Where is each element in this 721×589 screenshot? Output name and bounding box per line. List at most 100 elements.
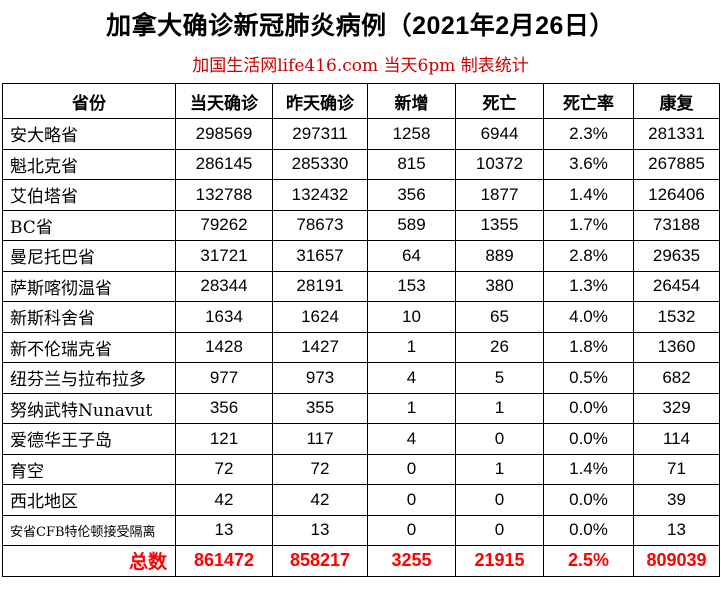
province-name: 曼尼托巴省 xyxy=(2,240,176,272)
value-cell: 298569 xyxy=(175,118,273,150)
value-cell: 21915 xyxy=(455,545,544,577)
table-row: 安大略省 298569 297311 1258 6944 2.3% 281331 xyxy=(2,118,720,150)
value-cell: 809039 xyxy=(633,545,720,577)
value-cell: 28344 xyxy=(175,270,273,302)
value-cell: 589 xyxy=(367,209,456,241)
value-cell: 355 xyxy=(272,392,368,424)
value-cell: 72 xyxy=(272,453,368,485)
column-header-1: 当天确诊 xyxy=(175,83,273,119)
value-cell: 1360 xyxy=(633,331,720,363)
value-cell: 815 xyxy=(367,148,456,180)
value-cell: 0 xyxy=(455,484,544,516)
table-row: 爱德华王子岛 121 117 4 0 0.0% 114 xyxy=(2,423,720,455)
value-cell: 26454 xyxy=(633,270,720,302)
value-cell: 4 xyxy=(367,423,456,455)
province-name: 育空 xyxy=(2,453,176,485)
value-cell: 1258 xyxy=(367,118,456,150)
value-cell: 1 xyxy=(367,331,456,363)
column-header-4: 死亡 xyxy=(455,83,544,119)
value-cell: 64 xyxy=(367,240,456,272)
value-cell: 65 xyxy=(455,301,544,333)
value-cell: 1428 xyxy=(175,331,273,363)
value-cell: 1 xyxy=(455,392,544,424)
value-cell: 10 xyxy=(367,301,456,333)
value-cell: 297311 xyxy=(272,118,368,150)
value-cell: 26 xyxy=(455,331,544,363)
value-cell: 1.3% xyxy=(543,270,634,302)
value-cell: 132432 xyxy=(272,179,368,211)
value-cell: 977 xyxy=(175,362,273,394)
province-name: 萨斯喀彻温省 xyxy=(2,270,176,302)
value-cell: 0 xyxy=(455,423,544,455)
column-header-3: 新增 xyxy=(367,83,456,119)
value-cell: 1427 xyxy=(272,331,368,363)
province-name: 纽芬兰与拉布拉多 xyxy=(2,362,176,394)
value-cell: 1532 xyxy=(633,301,720,333)
table-body: 安大略省 298569 297311 1258 6944 2.3% 281331 魁北克省 28… xyxy=(2,118,720,577)
province-name: 魁北克省 xyxy=(2,148,176,180)
value-cell: 3.6% xyxy=(543,148,634,180)
table-row: 艾伯塔省 132788 132432 356 1877 1.4% 126406 xyxy=(2,179,720,211)
province-name: 艾伯塔省 xyxy=(2,179,176,211)
value-cell: 4.0% xyxy=(543,301,634,333)
value-cell: 13 xyxy=(633,514,720,546)
value-cell: 2.3% xyxy=(543,118,634,150)
value-cell: 1877 xyxy=(455,179,544,211)
total-row: 总数 861472 858217 3255 21915 2.5% 809039 xyxy=(2,545,720,577)
value-cell: 114 xyxy=(633,423,720,455)
value-cell: 1 xyxy=(455,453,544,485)
value-cell: 285330 xyxy=(272,148,368,180)
table-row: 努纳武特Nunavut 356 355 1 1 0.0% 329 xyxy=(2,392,720,424)
value-cell: 10372 xyxy=(455,148,544,180)
value-cell: 132788 xyxy=(175,179,273,211)
table-row: 育空 72 72 0 1 1.4% 71 xyxy=(2,453,720,485)
value-cell: 4 xyxy=(367,362,456,394)
covid-stats-table: 省份 当天确诊 昨天确诊 新增 死亡 死亡率 康复 安大略省 298569 297311 1258… xyxy=(2,83,720,577)
value-cell: 1.4% xyxy=(543,453,634,485)
value-cell: 1.4% xyxy=(543,179,634,211)
value-cell: 79262 xyxy=(175,209,273,241)
value-cell: 153 xyxy=(367,270,456,302)
value-cell: 0.0% xyxy=(543,392,634,424)
table-header: 省份 当天确诊 昨天确诊 新增 死亡 死亡率 康复 xyxy=(2,83,720,119)
value-cell: 0 xyxy=(367,514,456,546)
total-label: 总数 xyxy=(2,545,176,577)
province-name: 新斯科舍省 xyxy=(2,301,176,333)
table-row: 西北地区 42 42 0 0 0.0% 39 xyxy=(2,484,720,516)
table-row: 纽芬兰与拉布拉多 977 973 4 5 0.5% 682 xyxy=(2,362,720,394)
value-cell: 31721 xyxy=(175,240,273,272)
value-cell: 2.8% xyxy=(543,240,634,272)
table-row: 魁北克省 286145 285330 815 10372 3.6% 267885 xyxy=(2,148,720,180)
value-cell: 267885 xyxy=(633,148,720,180)
value-cell: 1.7% xyxy=(543,209,634,241)
value-cell: 1624 xyxy=(272,301,368,333)
value-cell: 973 xyxy=(272,362,368,394)
table-row: 安省CFB特伦顿接受隔离 13 13 0 0 0.0% 13 xyxy=(2,514,720,546)
value-cell: 286145 xyxy=(175,148,273,180)
column-header-6: 康复 xyxy=(633,83,720,119)
value-cell: 117 xyxy=(272,423,368,455)
value-cell: 13 xyxy=(175,514,273,546)
province-name: 安大略省 xyxy=(2,118,176,150)
value-cell: 682 xyxy=(633,362,720,394)
value-cell: 126406 xyxy=(633,179,720,211)
table-row: BC省 79262 78673 589 1355 1.7% 73188 xyxy=(2,209,720,241)
value-cell: 42 xyxy=(175,484,273,516)
value-cell: 356 xyxy=(367,179,456,211)
value-cell: 889 xyxy=(455,240,544,272)
value-cell: 29635 xyxy=(633,240,720,272)
value-cell: 1.8% xyxy=(543,331,634,363)
page-subtitle: 加国生活网life416.com 当天6pm 制表统计 xyxy=(192,56,529,76)
value-cell: 6944 xyxy=(455,118,544,150)
value-cell: 356 xyxy=(175,392,273,424)
value-cell: 73188 xyxy=(633,209,720,241)
value-cell: 0 xyxy=(367,453,456,485)
value-cell: 0.0% xyxy=(543,484,634,516)
province-name: 新不伦瑞克省 xyxy=(2,331,176,363)
value-cell: 42 xyxy=(272,484,368,516)
column-header-0: 省份 xyxy=(2,83,176,119)
table-row: 曼尼托巴省 31721 31657 64 889 2.8% 29635 xyxy=(2,240,720,272)
value-cell: 3255 xyxy=(367,545,456,577)
province-name: 安省CFB特伦顿接受隔离 xyxy=(2,514,176,546)
value-cell: 329 xyxy=(633,392,720,424)
